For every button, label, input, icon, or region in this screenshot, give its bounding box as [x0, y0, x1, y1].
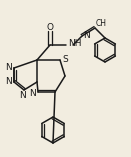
Text: N: N [20, 92, 26, 100]
Text: CH: CH [96, 19, 107, 27]
Text: N: N [6, 63, 12, 73]
Text: S: S [62, 54, 68, 63]
Text: O: O [47, 22, 53, 32]
Text: N: N [30, 89, 36, 97]
Text: N: N [6, 78, 12, 87]
Text: NH: NH [68, 40, 81, 49]
Text: N: N [83, 30, 90, 40]
